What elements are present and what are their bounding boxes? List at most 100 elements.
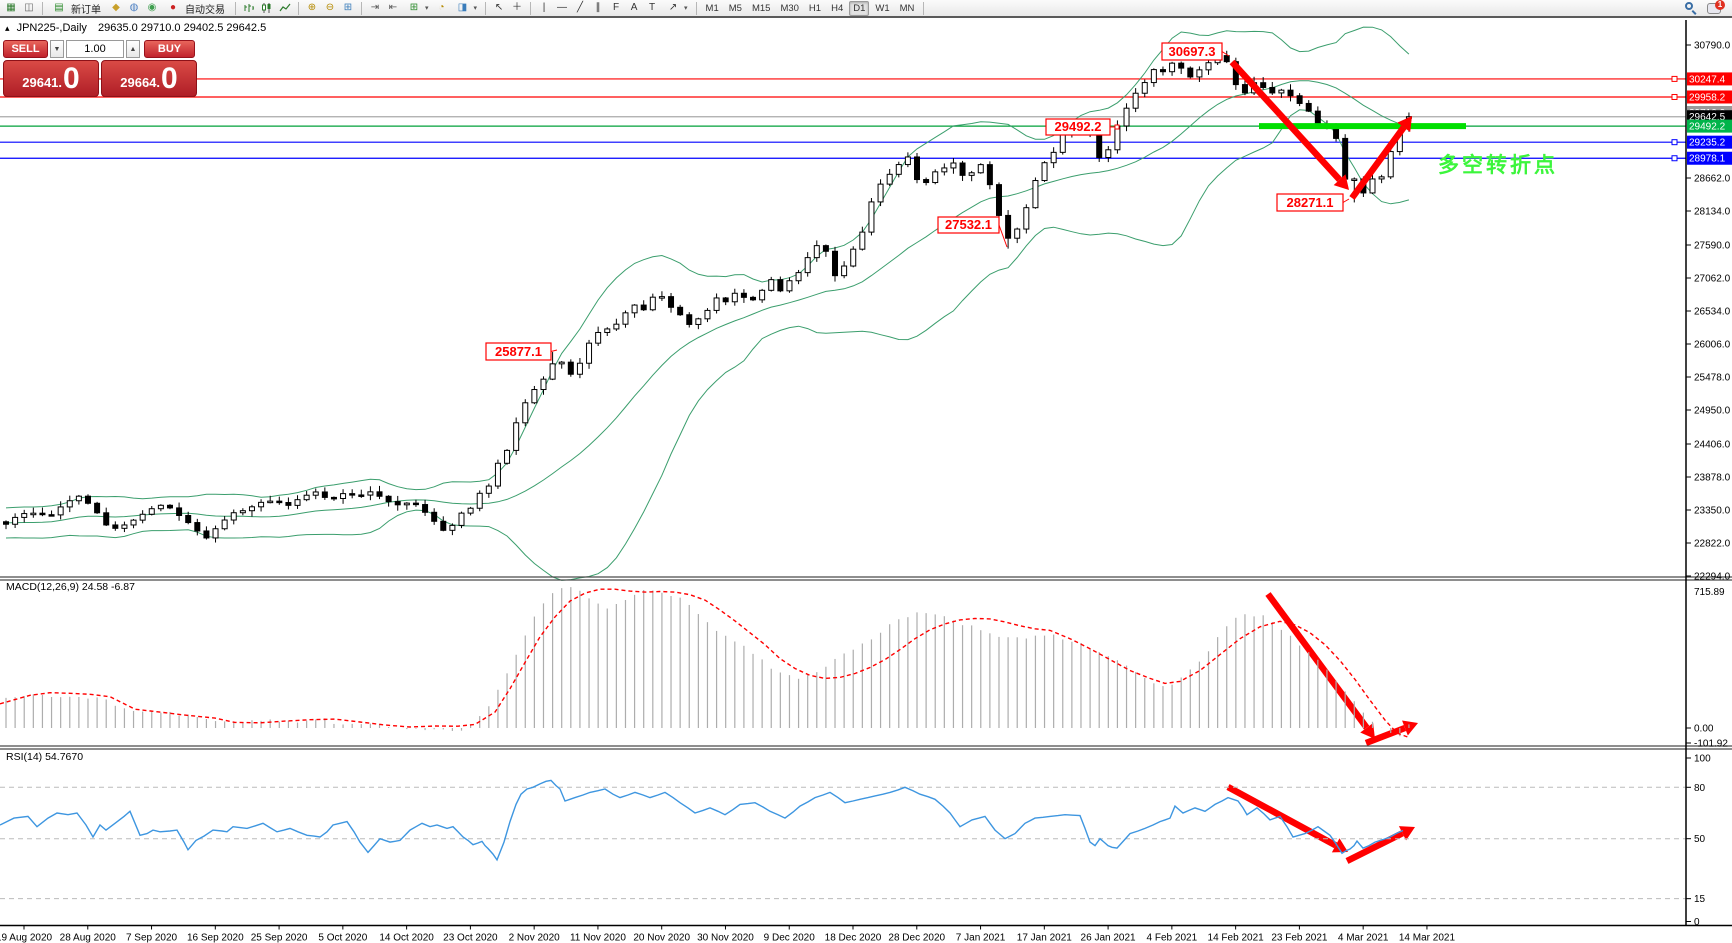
bear-candle xyxy=(3,521,9,525)
buy-button[interactable]: BUY xyxy=(144,40,195,58)
cursor-icon[interactable]: ↖ xyxy=(494,2,504,13)
timeframe-m15-button[interactable]: M15 xyxy=(751,2,771,14)
timeframe-mn-button[interactable]: MN xyxy=(899,2,915,14)
volume-decrease-button[interactable]: ▼ xyxy=(50,40,64,58)
crosshair-icon[interactable]: ＋ xyxy=(512,2,523,13)
chart-canvas[interactable]: 30697.3 29492.2 28271.1 27532.1 25877.1 多空转折点… xyxy=(0,20,1732,943)
templates-button[interactable]: ◨ ▾ xyxy=(452,1,481,16)
bull-candle xyxy=(613,323,620,330)
line-endpoint-marker[interactable] xyxy=(1671,93,1678,100)
bear-candle xyxy=(103,512,110,526)
text-tool-icon[interactable]: A xyxy=(630,2,638,13)
bull-candle xyxy=(294,499,301,506)
vertical-line-tool-icon[interactable]: | xyxy=(542,2,546,13)
bear-candle xyxy=(1223,55,1230,63)
tile-windows-icon[interactable]: ⊞ xyxy=(343,2,353,13)
price-axis-label: 23350.0 xyxy=(1694,506,1731,517)
trend-arrow-shaft[interactable] xyxy=(1349,125,1407,200)
bear-candle xyxy=(185,514,192,524)
timeframe-h4-button[interactable]: H4 xyxy=(831,2,844,14)
search-icon[interactable] xyxy=(1683,1,1699,16)
bull-candle xyxy=(130,519,137,526)
bull-candle xyxy=(258,501,265,508)
bear-candle xyxy=(640,304,647,311)
price-annotation-box[interactable] xyxy=(1045,118,1111,136)
line-endpoint-marker[interactable] xyxy=(1671,75,1678,82)
toolbar-separator xyxy=(361,1,362,15)
line-endpoint-marker[interactable] xyxy=(1671,139,1678,146)
zoom-out-icon[interactable]: ⊖ xyxy=(325,2,335,13)
sell-price-button[interactable]: 29641. 0 xyxy=(3,60,99,97)
candlestick-icon[interactable] xyxy=(259,1,275,16)
zoom-in-icon[interactable]: ⊕ xyxy=(307,2,317,13)
bear-candle xyxy=(48,514,55,517)
bear-candle xyxy=(986,164,993,186)
timeframe-m30-button[interactable]: M30 xyxy=(780,2,799,14)
date-axis-label: 11 Nov 2020 xyxy=(570,933,626,943)
support-zone-bar[interactable] xyxy=(1259,123,1466,130)
arrows-tool-button[interactable]: ↗ ▾ xyxy=(662,1,691,16)
new-chart-icon[interactable]: ▦ xyxy=(6,2,16,13)
fibonacci-tool-icon[interactable]: F xyxy=(612,2,620,13)
trend-arrow-head[interactable] xyxy=(1360,722,1375,739)
bear-candle xyxy=(1296,95,1303,104)
trend-arrow-head[interactable] xyxy=(1331,838,1348,853)
auto-scroll-icon[interactable]: ⇥ xyxy=(370,2,380,13)
autotrading-button[interactable]: ● 自动交易 xyxy=(162,1,230,16)
line-chart-icon[interactable] xyxy=(277,1,293,16)
template-icon: ◨ xyxy=(457,2,468,13)
volume-input[interactable] xyxy=(66,40,124,58)
signals-icon[interactable]: ◉ xyxy=(147,2,157,13)
rsi-scale-label: 100 xyxy=(1694,754,1711,765)
bull-candle xyxy=(713,297,720,311)
timeframe-m1-button[interactable]: M1 xyxy=(705,2,719,14)
toolbar-separator xyxy=(42,1,43,15)
timeframe-m5-button[interactable]: M5 xyxy=(728,2,742,14)
price-line-label-bg xyxy=(1687,72,1732,86)
timeframe-h1-button[interactable]: H1 xyxy=(808,2,822,14)
channel-tool-icon[interactable]: ∥ xyxy=(595,2,601,13)
chat-icon[interactable]: 1 xyxy=(1705,0,1725,16)
indicators-button[interactable]: ⊞ ▾ xyxy=(403,1,432,16)
price-annotation-box[interactable] xyxy=(1161,42,1223,61)
community-icon[interactable]: ◍ xyxy=(129,2,139,13)
chart-shift-icon[interactable]: ⇤ xyxy=(388,2,398,13)
text-label-tool-icon[interactable]: T xyxy=(648,2,656,13)
price-annotation-text: 29492.2 xyxy=(1055,119,1102,134)
price-axis-label: 26534.0 xyxy=(1694,307,1731,318)
price-annotation-box[interactable] xyxy=(485,342,552,361)
date-axis-label: 23 Feb 2021 xyxy=(1271,933,1328,943)
trend-arrow-head[interactable] xyxy=(1402,720,1418,736)
horizontal-line-tool-icon[interactable]: — xyxy=(557,2,568,13)
timeframe-d1-button[interactable]: D1 xyxy=(849,0,870,16)
date-axis-label: 16 Sep 2020 xyxy=(187,933,244,943)
price-line-label: 29958.2 xyxy=(1689,92,1726,103)
bear-candle xyxy=(1342,137,1349,180)
collapse-trade-panel-icon[interactable]: ▴ xyxy=(5,23,10,33)
bull-candle xyxy=(267,500,274,504)
volume-increase-button[interactable]: ▲ xyxy=(126,40,140,58)
price-axis-label: 23878.0 xyxy=(1694,473,1731,484)
trend-arrow-shaft[interactable] xyxy=(1364,724,1407,747)
trendline-tool-icon[interactable]: ╱ xyxy=(577,2,584,13)
trend-arrow-head[interactable] xyxy=(1333,174,1349,190)
market-watch-icon[interactable]: ◆ xyxy=(112,2,120,13)
price-annotation-box[interactable] xyxy=(1276,193,1344,212)
bar-chart-icon[interactable] xyxy=(241,1,257,16)
timeframe-w1-button[interactable]: W1 xyxy=(875,2,890,14)
buy-price-button[interactable]: 29664. 0 xyxy=(101,60,197,97)
line-endpoint-marker[interactable] xyxy=(1671,155,1678,162)
trend-arrow-head[interactable] xyxy=(1398,826,1415,841)
trend-arrow-shaft[interactable] xyxy=(1229,59,1342,182)
price-annotation-box[interactable] xyxy=(937,216,1000,234)
chart-header: ▴ JPN225-,Daily 29635.0 29710.0 29402.5 … xyxy=(5,22,266,34)
trend-arrow-shaft[interactable] xyxy=(1226,784,1338,849)
periods-clock-icon[interactable]: ◔ xyxy=(438,2,445,13)
trend-arrow-shaft[interactable] xyxy=(1345,830,1404,864)
trend-arrow-head[interactable] xyxy=(1397,116,1412,133)
new-order-button[interactable]: ▤ 新订单 xyxy=(48,1,106,16)
bull-candle xyxy=(1114,125,1121,151)
bear-candle xyxy=(176,507,183,516)
sell-button[interactable]: SELL xyxy=(3,40,48,58)
profiles-icon[interactable]: ◫ xyxy=(24,2,34,13)
